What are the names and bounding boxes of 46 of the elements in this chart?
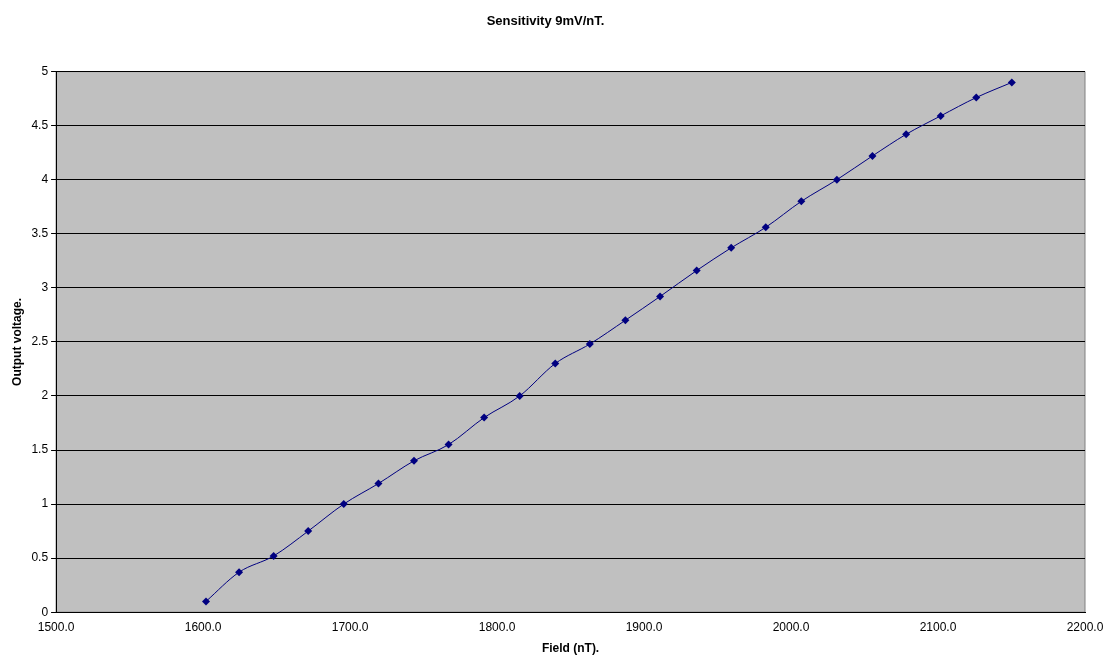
point [304,527,313,536]
chart-title: Sensitivity 9mV/nT. [486,13,605,29]
point [551,359,560,368]
x-tick-label: 1500.0 [37,619,75,634]
y-tick-label: 2.5 [31,334,49,349]
point [269,551,278,560]
y-axis-title: Output voltage. [9,297,24,386]
y-tick-label: 3.5 [31,226,49,241]
y-tick-label: 4.5 [31,117,49,132]
x-tick-label: 2000.0 [772,619,810,634]
point [374,479,383,488]
point [868,151,877,160]
x-tick-label: 1900.0 [625,619,663,634]
x-tick-label: 2100.0 [919,619,957,634]
point [1007,78,1016,87]
y-tick-label: 5 [41,63,49,78]
y-tick-label: 0 [41,604,49,619]
y-tick-label: 3 [41,280,49,295]
point [585,340,594,349]
point [656,292,665,301]
point [972,93,981,102]
point [444,440,453,449]
point [902,130,911,139]
point [235,568,244,577]
x-tick-label: 2200.0 [1066,619,1104,634]
point [761,223,770,232]
y-tick-label: 4 [41,172,49,187]
point [480,413,489,422]
point [515,391,524,400]
y-tick-label: 1.5 [31,442,49,457]
y-tick-label: 2 [41,388,49,403]
x-axis-title: Field (nT). [541,641,600,656]
point [339,500,348,509]
x-tick-label: 1700.0 [331,619,369,634]
y-tick-label: 1 [41,496,49,511]
point [936,111,945,120]
point [410,456,418,465]
point [832,175,841,184]
x-tick-label: 1800.0 [478,619,516,634]
point [692,266,701,275]
y-tick-label: 0.5 [31,550,49,565]
x-tick-label: 1600.0 [184,619,222,634]
point [727,243,736,252]
point [621,316,630,325]
point [202,597,211,606]
point [797,197,806,206]
